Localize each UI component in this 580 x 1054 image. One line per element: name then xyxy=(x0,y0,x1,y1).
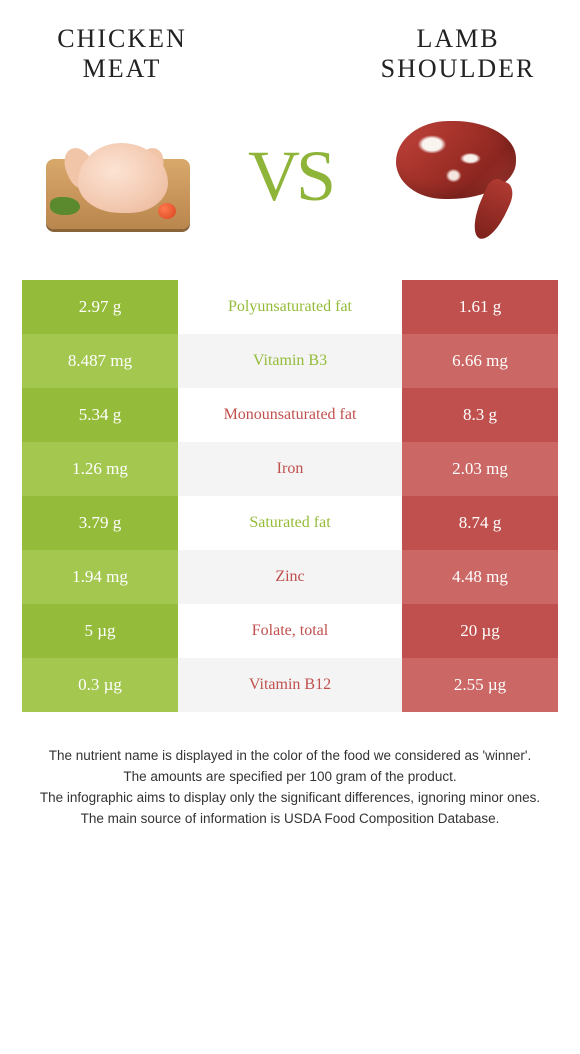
footnote-2: The amounts are specified per 100 gram o… xyxy=(24,767,556,788)
header: CHICKEN MEAT LAMB SHOULDER xyxy=(22,24,558,84)
lamb-image xyxy=(372,102,552,252)
table-row: 5.34 gMonounsaturated fat8.3 g xyxy=(22,388,558,442)
right-value: 20 µg xyxy=(402,604,558,658)
right-value: 6.66 mg xyxy=(402,334,558,388)
nutrient-label: Zinc xyxy=(178,550,402,604)
nutrient-label: Folate, total xyxy=(178,604,402,658)
table-row: 1.94 mgZinc4.48 mg xyxy=(22,550,558,604)
nutrient-label: Iron xyxy=(178,442,402,496)
table-row: 1.26 mgIron2.03 mg xyxy=(22,442,558,496)
left-value: 0.3 µg xyxy=(22,658,178,712)
right-value: 8.74 g xyxy=(402,496,558,550)
left-title-line1: CHICKEN xyxy=(57,24,187,53)
table-row: 2.97 gPolyunsaturated fat1.61 g xyxy=(22,280,558,334)
left-value: 2.97 g xyxy=(22,280,178,334)
left-value: 5 µg xyxy=(22,604,178,658)
footnotes: The nutrient name is displayed in the co… xyxy=(22,746,558,830)
footnote-1: The nutrient name is displayed in the co… xyxy=(24,746,556,767)
left-food-title: CHICKEN MEAT xyxy=(22,24,222,84)
right-value: 2.55 µg xyxy=(402,658,558,712)
right-value: 1.61 g xyxy=(402,280,558,334)
table-row: 0.3 µgVitamin B122.55 µg xyxy=(22,658,558,712)
nutrient-label: Monounsaturated fat xyxy=(178,388,402,442)
infographic: CHICKEN MEAT LAMB SHOULDER VS xyxy=(0,0,580,853)
left-value: 1.26 mg xyxy=(22,442,178,496)
left-value: 5.34 g xyxy=(22,388,178,442)
nutrient-label: Polyunsaturated fat xyxy=(178,280,402,334)
right-title-line1: LAMB xyxy=(416,24,499,53)
chicken-image xyxy=(28,102,208,252)
footnote-3: The infographic aims to display only the… xyxy=(24,788,556,809)
left-value: 1.94 mg xyxy=(22,550,178,604)
table-row: 3.79 gSaturated fat8.74 g xyxy=(22,496,558,550)
footnote-4: The main source of information is USDA F… xyxy=(24,809,556,830)
vs-label: VS xyxy=(248,135,332,218)
left-value: 3.79 g xyxy=(22,496,178,550)
left-title-line2: MEAT xyxy=(83,54,162,83)
nutrient-label: Vitamin B12 xyxy=(178,658,402,712)
right-value: 2.03 mg xyxy=(402,442,558,496)
right-value: 4.48 mg xyxy=(402,550,558,604)
left-value: 8.487 mg xyxy=(22,334,178,388)
right-food-title: LAMB SHOULDER xyxy=(358,24,558,84)
nutrient-table: 2.97 gPolyunsaturated fat1.61 g8.487 mgV… xyxy=(22,280,558,712)
table-row: 8.487 mgVitamin B36.66 mg xyxy=(22,334,558,388)
right-value: 8.3 g xyxy=(402,388,558,442)
nutrient-label: Vitamin B3 xyxy=(178,334,402,388)
nutrient-label: Saturated fat xyxy=(178,496,402,550)
images-row: VS xyxy=(22,102,558,252)
right-title-line2: SHOULDER xyxy=(381,54,536,83)
table-row: 5 µgFolate, total20 µg xyxy=(22,604,558,658)
